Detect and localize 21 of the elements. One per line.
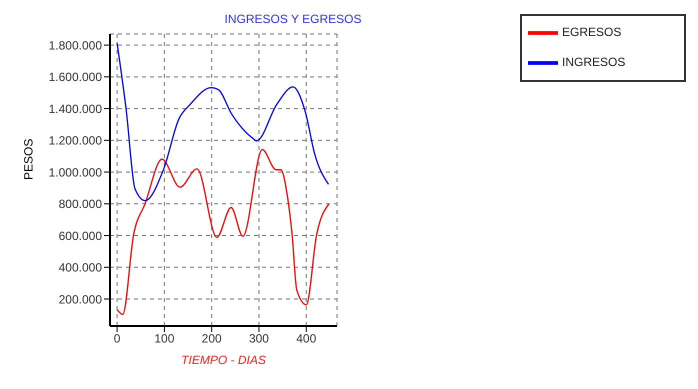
y-tick-label: 800.000 [58, 197, 102, 212]
y-axis-title: PESOS [21, 138, 36, 180]
y-tick-label: 1.800.000 [48, 38, 102, 52]
line-series [116, 148, 330, 316]
chart-title: INGRESOS Y EGRESOS [224, 12, 362, 26]
y-tick-label: 400.000 [58, 260, 102, 275]
legend-label: EGRESOS [562, 25, 622, 40]
y-tick-label: 1.000.000 [48, 165, 102, 180]
x-tick-label: 100 [154, 332, 175, 346]
y-tick-label: 200.000 [58, 292, 102, 306]
x-tick-label: 400 [296, 332, 317, 346]
x-tick-label: 300 [248, 332, 270, 346]
y-tick-label: 1.400.000 [48, 102, 102, 116]
legend-label: INGRESOS [562, 55, 626, 70]
y-tick-label: 600.000 [58, 228, 102, 243]
line-series [116, 42, 330, 202]
y-tick-label: 1.600.000 [48, 70, 102, 84]
x-tick-label: 200 [202, 332, 222, 346]
x-tick-label: 0 [114, 332, 121, 346]
x-axis-title: TIEMPO - DIAS [181, 353, 266, 367]
y-tick-label: 1.200.000 [48, 134, 102, 148]
